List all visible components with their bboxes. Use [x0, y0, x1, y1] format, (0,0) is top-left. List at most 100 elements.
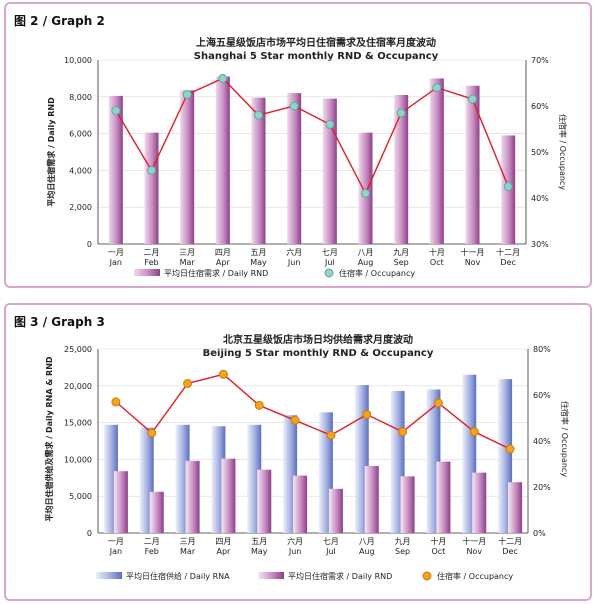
graph2-y2-tick-label: 60% [531, 102, 549, 111]
graph2-occupancy-point [111, 106, 121, 116]
graph3-bar-rnd [257, 469, 272, 533]
graph3-bar-rnd [472, 472, 487, 533]
graph2-occupancy-point [254, 110, 263, 120]
graph2-legend-rnd-label: 平均日住宿需求 / Daily RND [164, 268, 268, 278]
graph2-x-tick-label: Jul [324, 258, 335, 267]
graph3-occupancy-point [290, 415, 300, 425]
graph3-bar-rnd [185, 460, 200, 533]
graph2-x-tick-label: Jan [109, 258, 122, 267]
graph2-legend: 平均日住宿需求 / Daily RND 住宿率 / Occupancy [134, 268, 415, 278]
graph2-x-tick-label: Dec [500, 258, 515, 267]
graph2-x-tick-label: Sep [394, 258, 409, 267]
graph2-y-tick-label: 10,000 [64, 56, 92, 65]
graph2-x-tick-label: Mar [180, 258, 196, 267]
graph2-legend-rnd-swatch [134, 269, 160, 276]
graph3-x-tick-cn: 五月 [251, 537, 267, 546]
graph3-x-tick-label: Mar [180, 547, 196, 556]
graph2-y-tick-label: 2,000 [69, 203, 92, 212]
graph3-y-tick-label: 20,000 [64, 382, 92, 391]
graph2-occupancy-point [361, 188, 370, 198]
graph3-bar-rnd [364, 466, 379, 533]
graph3-y2-tick-label: 60% [533, 391, 551, 400]
graph3-x-tick-label: Oct [431, 547, 445, 556]
graph3-y2label: 住宿率 / Occupancy [560, 401, 570, 477]
graph2-x-tick-label: Oct [430, 258, 444, 267]
graph2-bar-rnd [144, 132, 159, 244]
graph3-x-tick-cn: 一月 [108, 537, 124, 546]
graph3-y-tick-label: 0 [87, 529, 92, 538]
graph3-y-tick-label: 10,000 [64, 455, 92, 464]
graph2-x-tick-cn: 四月 [215, 248, 231, 257]
graph2-bar-rnd [108, 95, 123, 244]
graph3-x-tick-cn: 十二月 [498, 536, 522, 546]
graph2-occupancy-point [503, 182, 513, 191]
graph3-bar-rnd [328, 488, 343, 533]
graph3-bar-rnd [293, 475, 308, 533]
graph3-x-tick-cn: 十月 [430, 536, 446, 546]
graph2-occupancy-point [289, 101, 299, 111]
graph2-occupancy-point [147, 165, 156, 175]
graph3-x-tick-cn: 十一月 [462, 536, 486, 546]
graph3-occupancy-point [469, 427, 479, 437]
graph2-y2-tick-label: 40% [531, 194, 549, 203]
graph3-occupancy-point [326, 430, 336, 440]
graph2-occupancy-point [218, 73, 228, 83]
graph3-occupancy-point [433, 398, 443, 408]
graph3-occupancy-point [362, 410, 372, 420]
graph2-x-tick-cn: 一月 [108, 248, 124, 257]
graph2-y-tick-label: 8,000 [69, 93, 92, 102]
graph3-occupancy-point [218, 369, 228, 379]
graph3-ylabel: 平均日住宿供给及需求 / Daily RNA & RND [44, 356, 54, 521]
graph2-x-tick-cn: 三月 [179, 248, 195, 257]
graph3-x-tick-label: Sep [395, 547, 410, 556]
graph2-bar-rnd [287, 93, 302, 245]
graph2-panel: 图 2 / Graph 2 上海五星级饭店市场平均日住宿需求及住宿率月度波动 S… [4, 2, 592, 288]
graph2-y-tick-label: 4,000 [69, 166, 92, 175]
graph3-occupancy-point [147, 428, 157, 438]
graph2-x-tick-cn: 十二月 [496, 247, 520, 257]
graph3-y-tick-label: 25,000 [64, 345, 92, 354]
graph3-occupancy-point [183, 379, 193, 388]
graph3-x-tick-label: Jan [109, 547, 122, 556]
graph3-chart: 北京五星级饭店市场日均供给需求月度波动 Beijing 5 Star month… [44, 333, 570, 581]
graph2-y-tick-label: 6,000 [69, 130, 92, 139]
graph3-subtitle: Beijing 5 Star monthly RND & Occupancy [203, 348, 434, 359]
graph3-title: 北京五星级饭店市场日均供给需求月度波动 [223, 333, 413, 346]
graph2-label: 图 2 / Graph 2 [14, 14, 105, 28]
graph3-bar-rnd [508, 482, 523, 533]
graph2-bar-rnd [322, 98, 337, 244]
graph2-bar-rnd [180, 90, 195, 244]
graph2-legend-occ-marker [324, 268, 334, 278]
graph2-y-tick-label: 0 [87, 240, 92, 249]
graph3-x-tick-label: May [251, 547, 268, 556]
graph2-x-tick-cn: 七月 [322, 248, 338, 257]
graph2-subtitle: Shanghai 5 Star monthly RND & Occupancy [194, 51, 439, 62]
graph3-label: 图 3 / Graph 3 [14, 315, 105, 329]
graph3-legend-rna-label: 平均日住宿供给 / Daily RNA [126, 571, 230, 581]
graph3-y-tick-label: 5,000 [69, 492, 92, 501]
graph3-x-tick-cn: 四月 [215, 537, 231, 546]
graph3-x-tick-label: Apr [216, 547, 231, 556]
graph2-x-tick-label: May [250, 258, 267, 267]
graph3-x-tick-cn: 三月 [180, 537, 196, 546]
graph3-y-tick-label: 15,000 [64, 419, 92, 428]
graph3-legend-occ-marker [422, 571, 432, 581]
graph2-x-tick-cn: 二月 [144, 248, 160, 257]
graph2-title: 上海五星级饭店市场平均日住宿需求及住宿率月度波动 [196, 36, 436, 49]
graph3-occupancy-line [115, 373, 511, 450]
graph2-legend-occ-label: 住宿率 / Occupancy [339, 268, 415, 278]
graph2-y2label: 住宿率 / Occupancy [558, 114, 568, 190]
graph3-x-tick-cn: 七月 [323, 537, 339, 546]
graph3-bar-rnd [113, 471, 128, 533]
graph2-bar-rnd [394, 94, 409, 245]
graph2-x-tick-cn: 十一月 [461, 247, 485, 257]
graph2-x-tick-label: Aug [358, 258, 374, 267]
graph2-occupancy-point [468, 94, 477, 104]
graph2-occupancy-point [325, 119, 335, 129]
graph3-bar-rnd [221, 458, 236, 533]
graph3-x-tick-label: Dec [502, 547, 517, 556]
graph3-x-tick-label: Aug [359, 547, 375, 556]
graph3-occupancy-point [398, 427, 408, 437]
graph2-x-tick-cn: 六月 [286, 247, 302, 257]
graph3-legend: 平均日住宿供给 / Daily RNA 平均日住宿需求 / Daily RND … [96, 571, 513, 581]
